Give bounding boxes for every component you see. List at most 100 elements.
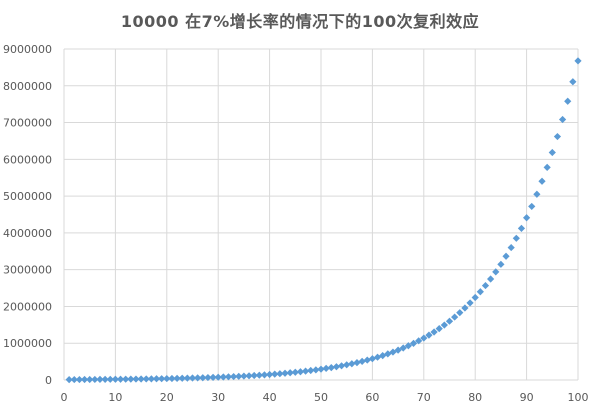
data-point	[517, 224, 526, 232]
data-point	[80, 375, 89, 384]
data-point	[127, 375, 135, 383]
data-point	[147, 375, 155, 383]
data-point	[235, 372, 243, 380]
data-point	[250, 371, 258, 380]
data-point	[353, 359, 361, 367]
data-point	[158, 375, 166, 383]
data-point	[163, 374, 171, 383]
data-point	[65, 376, 73, 384]
data-point	[281, 369, 289, 377]
data-point	[96, 375, 104, 384]
data-point	[214, 373, 222, 381]
data-point	[528, 202, 536, 211]
y-tick-label: 6000000	[3, 153, 52, 166]
data-point	[122, 375, 130, 383]
data-point	[466, 299, 474, 307]
data-point	[307, 366, 315, 375]
data-point	[404, 342, 412, 350]
data-point	[101, 375, 109, 383]
y-tick-label: 0	[45, 374, 52, 387]
data-point	[348, 360, 356, 368]
data-point	[538, 177, 546, 185]
data-point	[173, 374, 181, 382]
data-point	[286, 369, 294, 377]
data-point	[461, 304, 469, 312]
data-point	[445, 317, 454, 325]
x-tick-label: 100	[568, 391, 589, 404]
data-point	[91, 375, 99, 384]
data-point	[312, 366, 320, 374]
data-point	[75, 375, 84, 384]
data-point	[543, 163, 551, 171]
data-point	[219, 373, 227, 381]
data-point	[435, 325, 443, 333]
data-point	[363, 356, 371, 364]
data-point	[368, 355, 376, 363]
data-point	[574, 57, 582, 65]
x-tick-label: 90	[520, 391, 534, 404]
y-tick-label: 3000000	[3, 264, 52, 277]
data-point	[276, 370, 284, 378]
y-tick-label: 5000000	[3, 190, 52, 203]
data-point	[199, 374, 207, 382]
y-tick-label: 4000000	[3, 227, 52, 240]
data-point	[168, 374, 176, 383]
data-point	[106, 375, 114, 383]
data-point	[548, 148, 556, 157]
data-point	[116, 375, 125, 383]
data-point	[389, 348, 397, 356]
data-point	[456, 309, 464, 317]
data-point	[245, 372, 253, 380]
data-point	[301, 367, 310, 375]
data-point	[266, 370, 274, 379]
data-point	[497, 260, 505, 268]
data-point	[512, 234, 520, 242]
data-point	[209, 373, 217, 381]
data-point	[230, 372, 238, 381]
x-tick-label: 30	[211, 391, 225, 404]
data-point	[481, 281, 490, 290]
x-tick-label: 40	[263, 391, 277, 404]
data-point	[255, 371, 263, 379]
data-point	[188, 374, 197, 382]
data-point	[502, 252, 510, 260]
data-point	[204, 373, 212, 382]
data-point	[420, 334, 428, 342]
data-point	[86, 375, 94, 384]
data-point	[137, 375, 145, 383]
data-point	[451, 313, 459, 321]
data-point	[183, 374, 191, 382]
data-point	[178, 374, 186, 382]
data-point	[440, 321, 448, 329]
data-point	[132, 375, 140, 383]
data-point	[332, 363, 341, 371]
data-point	[553, 132, 562, 141]
x-tick-label: 20	[160, 391, 174, 404]
data-point	[471, 293, 479, 302]
data-point	[394, 346, 402, 354]
data-point	[523, 214, 531, 222]
data-point	[358, 357, 366, 365]
data-point	[569, 78, 577, 86]
data-point	[296, 368, 305, 376]
data-point	[142, 375, 150, 383]
data-point	[152, 375, 161, 383]
data-point	[70, 375, 78, 384]
data-point	[322, 364, 330, 373]
data-point	[476, 288, 484, 296]
data-point	[291, 368, 299, 376]
y-tick-label: 9000000	[3, 43, 52, 56]
data-point	[492, 268, 500, 276]
x-tick-label: 60	[365, 391, 379, 404]
data-point	[337, 362, 346, 370]
data-point	[317, 365, 325, 373]
data-point	[409, 339, 418, 347]
chart-title: 10000 在7%增长率的情况下的100次复利效应	[120, 12, 480, 31]
y-tick-label: 1000000	[3, 337, 52, 350]
y-tick-label: 7000000	[3, 117, 52, 130]
data-point	[271, 370, 279, 378]
data-point	[564, 97, 572, 105]
data-point	[240, 372, 248, 380]
x-tick-label: 70	[417, 391, 431, 404]
